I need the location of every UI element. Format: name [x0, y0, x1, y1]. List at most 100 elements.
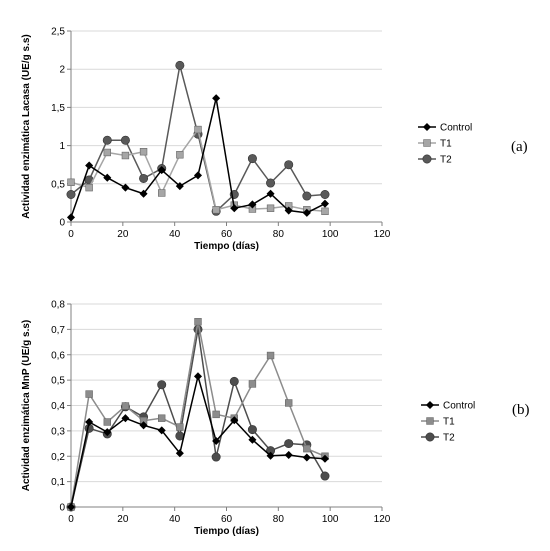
data-point-t1 — [303, 444, 311, 453]
data-point-control — [157, 166, 166, 175]
data-point-control — [157, 426, 166, 435]
data-point-t1 — [266, 351, 275, 360]
data-point-control — [284, 450, 293, 460]
x-axis-title: Tiempo (días) — [194, 526, 259, 537]
data-point-t1 — [139, 148, 148, 156]
data-point-control — [230, 204, 239, 213]
y-tick-label: 0,5 — [51, 179, 65, 190]
series-control — [66, 94, 330, 222]
x-tick-label: 40 — [169, 514, 181, 525]
data-point-t1 — [194, 318, 202, 326]
legend-marker — [422, 122, 432, 132]
y-tick-label: 2 — [59, 65, 65, 76]
panel-label: (b) — [512, 402, 530, 418]
series-t1 — [67, 318, 329, 511]
data-point-t2 — [211, 452, 221, 462]
y-tick-label: 0,6 — [51, 350, 65, 361]
data-point-control — [266, 189, 275, 198]
data-point-control — [121, 183, 130, 192]
data-point-control — [175, 182, 184, 191]
data-point-t1 — [67, 178, 75, 186]
y-tick-label: 0,2 — [51, 452, 65, 463]
data-point-t1 — [85, 183, 93, 192]
data-point-control — [302, 453, 311, 462]
chart-panel-2: 0 0,1 0,2 0,3 0,4 0,5 0,6 0,7 0,8 0 20 40 60 80 100 120… — [21, 300, 530, 538]
data-point-control — [85, 161, 94, 170]
y-axis-title: Actividad enzimática Lacasa (UE/g s.s) — [21, 34, 32, 219]
data-point-t2 — [320, 471, 330, 481]
data-point-control — [302, 208, 311, 217]
y-tick-label: 2,5 — [51, 27, 65, 38]
y-axis-title: Actividad enzimática MnP (UE/g s.s) — [21, 320, 32, 492]
data-point-t2 — [157, 380, 167, 390]
data-point-t1 — [85, 390, 93, 398]
data-point-control — [139, 189, 148, 198]
y-tick-label: 0,5 — [51, 376, 65, 387]
data-point-t2 — [247, 425, 257, 435]
data-point-control — [103, 428, 112, 437]
data-point-control — [139, 421, 148, 430]
data-point-t1 — [121, 402, 130, 410]
data-point-control — [121, 414, 130, 423]
legend: Control T1 T2 — [421, 401, 475, 444]
legend-label: Control — [440, 123, 472, 134]
legend-label: Control — [443, 401, 475, 412]
data-point-t2 — [284, 439, 294, 449]
x-tick-label: 120 — [374, 514, 391, 525]
series-t2 — [66, 60, 330, 216]
data-point-t1 — [194, 125, 202, 134]
data-point-t2 — [284, 160, 294, 170]
data-point-t2 — [193, 324, 203, 334]
legend-marker — [426, 417, 434, 425]
data-point-control — [175, 449, 184, 458]
data-point-control — [66, 502, 76, 512]
data-point-t1 — [103, 418, 111, 426]
series-line-t2 — [70, 329, 326, 508]
legend-label: T2 — [440, 155, 452, 166]
data-point-control — [320, 199, 330, 208]
series-control — [66, 372, 330, 512]
y-tick-label: 0,8 — [51, 300, 65, 311]
x-tick-label: 100 — [322, 514, 339, 525]
data-point-t1 — [176, 151, 184, 159]
y-tick-label: 0 — [59, 503, 65, 514]
y-tick-label: 0,1 — [51, 477, 65, 488]
data-point-control — [212, 437, 221, 446]
series-line-control — [70, 98, 326, 218]
panel-label: (a) — [511, 139, 528, 155]
legend-marker — [425, 400, 435, 410]
data-point-control — [320, 454, 330, 463]
data-point-t2 — [102, 135, 112, 145]
legend-marker — [422, 154, 432, 164]
data-point-t2 — [266, 178, 276, 188]
x-tick-label: 20 — [117, 514, 129, 525]
x-tick-label: 20 — [117, 229, 129, 240]
y-tick-label: 0,4 — [51, 401, 65, 412]
x-tick-label: 100 — [322, 229, 339, 240]
data-point-t1 — [158, 189, 166, 197]
y-tick-label: 0,7 — [51, 325, 65, 336]
x-tick-label: 80 — [273, 229, 285, 240]
x-tick-label: 60 — [221, 229, 233, 240]
data-point-t1 — [212, 410, 220, 419]
series-line-t1 — [70, 321, 326, 508]
y-tick-label: 0,3 — [51, 426, 65, 437]
data-point-t2 — [120, 135, 130, 145]
y-tick-label: 1,5 — [51, 103, 65, 114]
y-tick-label: 1 — [59, 141, 65, 152]
data-point-control — [230, 416, 239, 425]
data-point-control — [266, 451, 275, 460]
data-point-t2 — [320, 189, 330, 199]
legend-label: T1 — [440, 139, 452, 150]
x-tick-label: 60 — [221, 514, 233, 525]
legend-marker — [425, 432, 435, 442]
legend-label: T2 — [443, 433, 455, 444]
chart-panel-1: 0 0,5 1 1,5 2 2,5 0 20 40 60 80 100 120 Tiempo (días)… — [21, 27, 528, 253]
data-point-control — [212, 94, 221, 103]
x-tick-label: 0 — [68, 514, 74, 525]
data-point-t1 — [266, 204, 275, 212]
data-point-control — [85, 417, 94, 427]
data-point-t2 — [302, 191, 312, 201]
data-point-control — [284, 206, 293, 215]
data-point-t2 — [247, 154, 257, 164]
